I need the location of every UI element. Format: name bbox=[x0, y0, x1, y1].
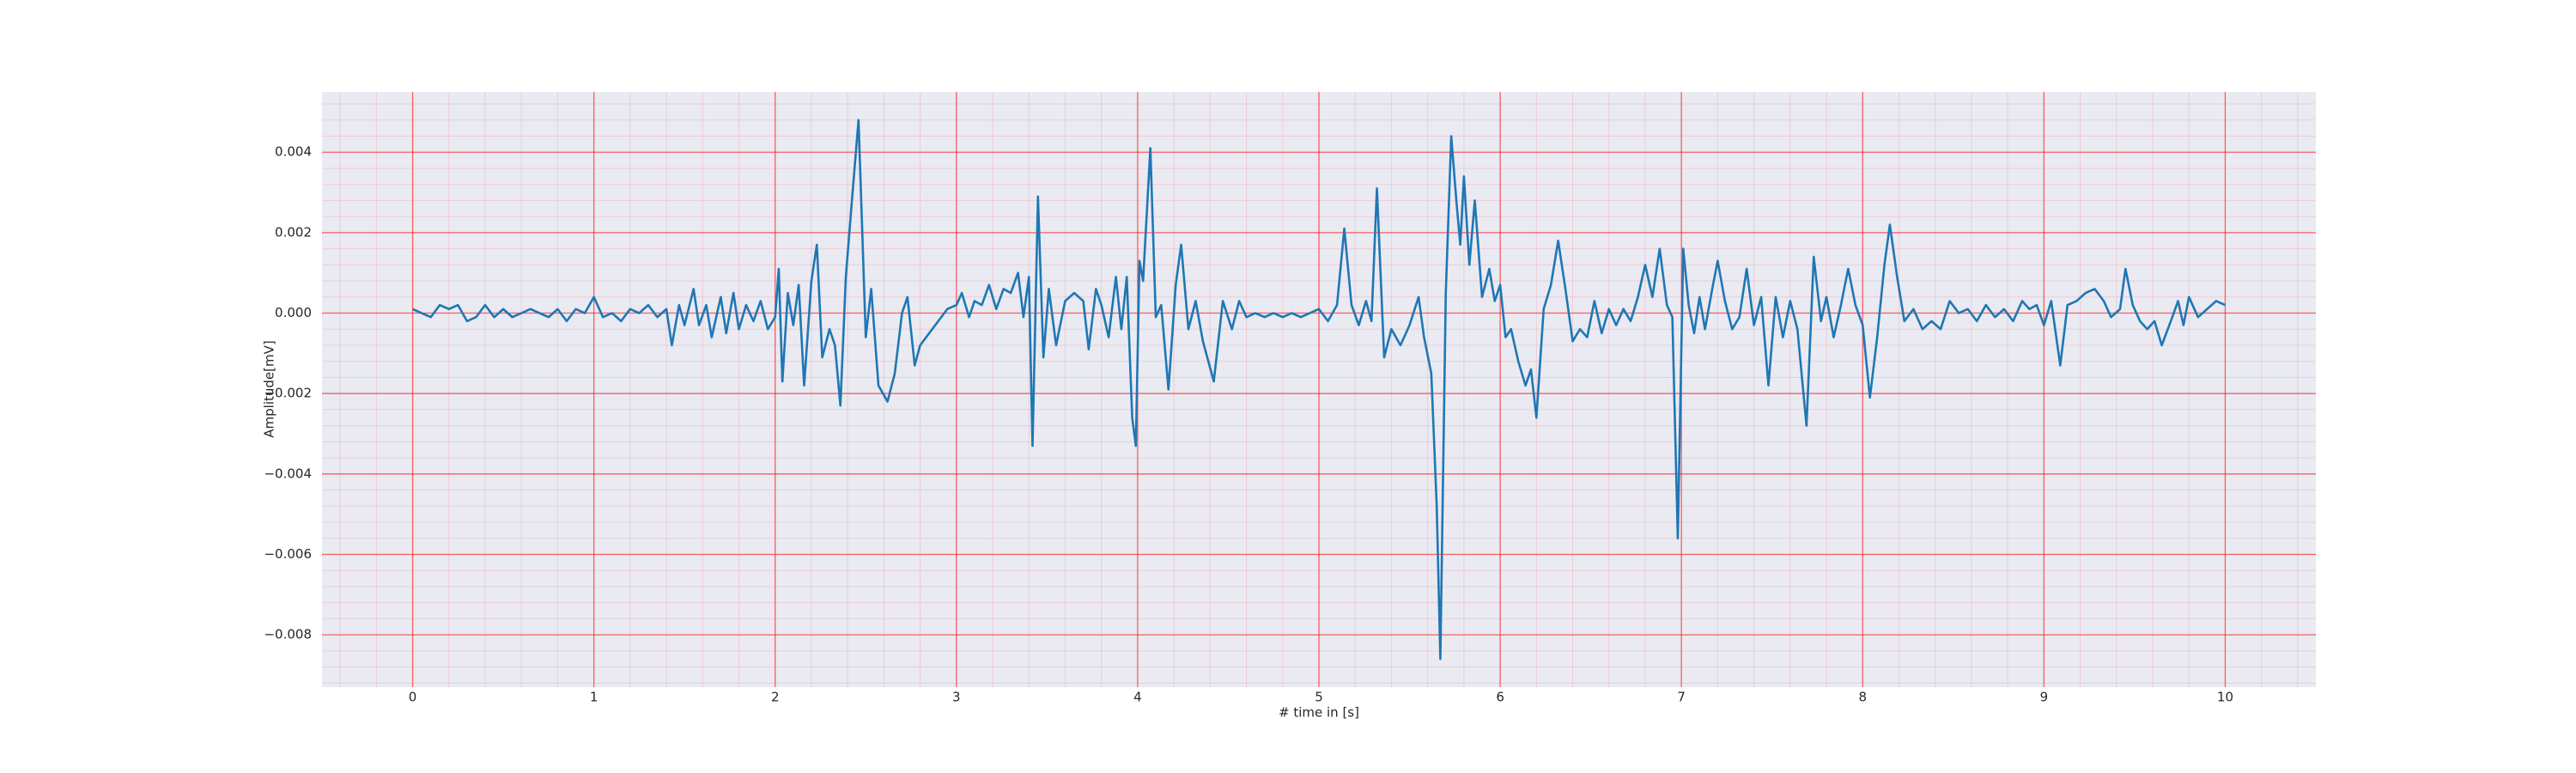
x-tick-label: 5 bbox=[1315, 690, 1323, 705]
y-tick-label: 0.000 bbox=[275, 305, 312, 320]
y-axis-label: Amplitude[mV] bbox=[262, 340, 277, 437]
x-tick-label: 0 bbox=[409, 690, 417, 705]
x-tick-label: 1 bbox=[590, 690, 598, 705]
x-tick-label: 10 bbox=[2217, 690, 2233, 705]
x-tick-label: 3 bbox=[952, 690, 961, 705]
x-tick-label: 4 bbox=[1133, 690, 1142, 705]
x-axis-label: # time in [s] bbox=[1279, 705, 1359, 721]
x-tick-label: 6 bbox=[1496, 690, 1504, 705]
x-tick-label: 9 bbox=[2040, 690, 2049, 705]
y-tick-label: −0.006 bbox=[264, 546, 312, 562]
x-tick-label: 2 bbox=[771, 690, 780, 705]
y-tick-label: −0.008 bbox=[264, 627, 312, 642]
signal-line bbox=[412, 119, 2226, 660]
x-tick-label: 7 bbox=[1677, 690, 1686, 705]
y-tick-label: −0.004 bbox=[264, 466, 312, 481]
y-tick-label: 0.002 bbox=[275, 224, 312, 240]
y-tick-label: 0.004 bbox=[275, 144, 312, 160]
x-tick-label: 8 bbox=[1858, 690, 1867, 705]
y-tick-label: −0.002 bbox=[264, 386, 312, 401]
